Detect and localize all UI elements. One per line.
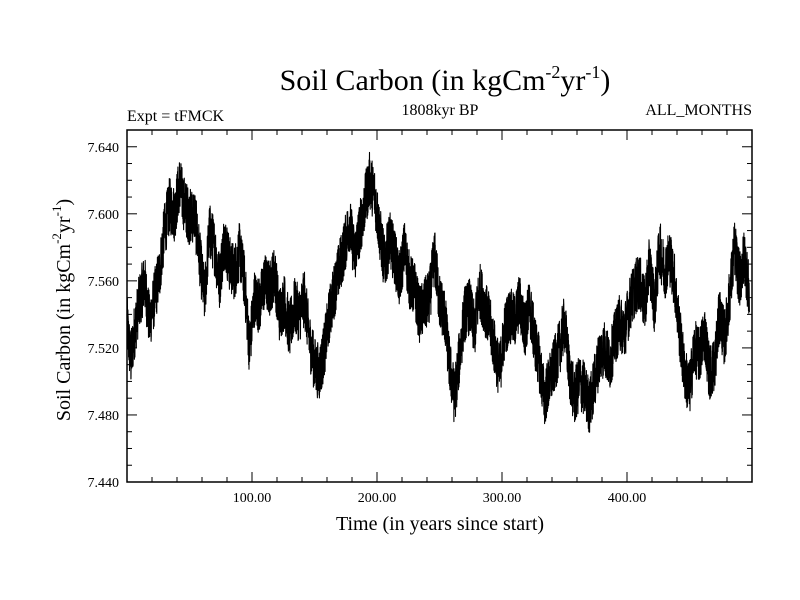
chart-title: Soil Carbon (in kgCm-2yr-1)	[280, 62, 611, 97]
y-axis: 7.440 7.480 7.520 7.560 7.600 7.640	[88, 129, 752, 491]
data-layer	[126, 151, 750, 433]
y-tick-label: 7.600	[88, 208, 120, 223]
y-tick-label: 7.520	[88, 342, 120, 357]
x-axis-label: Time (in years since start)	[336, 513, 544, 535]
period-label: 1808kyr BP	[402, 102, 479, 119]
y-tick-label: 7.480	[88, 409, 120, 424]
x-tick-label: 100.00	[233, 491, 272, 506]
series-line-soil-carbon	[126, 151, 750, 433]
x-axis: 100.00 200.00 300.00 400.00	[151, 130, 728, 506]
y-tick-label: 7.440	[88, 476, 120, 491]
experiment-label: Expt = tFMCK	[127, 108, 224, 125]
y-tick-label: 7.640	[88, 141, 120, 156]
x-tick-label: 200.00	[358, 491, 397, 506]
x-tick-label: 300.00	[483, 491, 522, 506]
x-tick-label: 400.00	[608, 491, 647, 506]
months-label: ALL_MONTHS	[645, 102, 752, 119]
y-tick-label: 7.560	[88, 275, 120, 290]
y-axis-label: Soil Carbon (in kgCm-2yr-1)	[49, 199, 75, 421]
